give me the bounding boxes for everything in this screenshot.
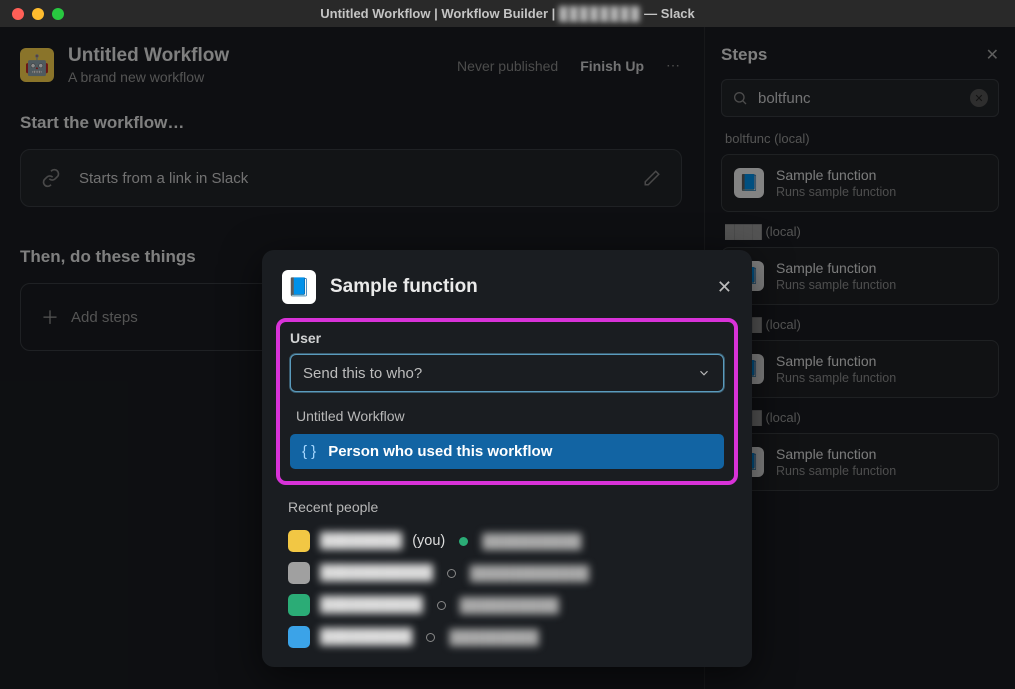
user-field-label: User xyxy=(290,330,724,346)
person-secondary: █████████ xyxy=(449,629,538,645)
user-select-placeholder: Send this to who? xyxy=(303,365,422,382)
person-option[interactable]: ███████████████████████ xyxy=(282,557,732,589)
avatar xyxy=(288,562,310,584)
title-post: — Slack xyxy=(641,6,695,21)
minimize-window-icon[interactable] xyxy=(32,8,44,20)
title-pre: Untitled Workflow | Workflow Builder | xyxy=(320,6,559,21)
person-name: █████████ xyxy=(320,629,412,645)
chevron-down-icon xyxy=(697,366,711,380)
you-suffix: (you) xyxy=(412,533,445,549)
person-name: ██████████ xyxy=(320,597,423,613)
person-option[interactable]: █████████ █████████ xyxy=(282,621,732,653)
person-secondary: ██████████ xyxy=(460,597,559,613)
user-select[interactable]: Send this to who? xyxy=(290,354,724,392)
modal-title: Sample function xyxy=(330,276,703,298)
sample-function-modal: 📘 Sample function ✕ User Send this to wh… xyxy=(262,250,752,667)
avatar xyxy=(288,530,310,552)
person-name: ███████████ xyxy=(320,565,433,581)
person-secondary: ████████████ xyxy=(470,565,589,581)
person-name: ████████ xyxy=(320,533,402,549)
close-window-icon[interactable] xyxy=(12,8,24,20)
close-modal-icon[interactable]: ✕ xyxy=(717,277,732,298)
braces-icon: { } xyxy=(302,443,316,460)
person-option[interactable]: ██████████ ██████████ xyxy=(282,589,732,621)
dropdown-option-label: Person who used this workflow xyxy=(328,443,552,460)
user-field-highlight: User Send this to who? Untitled Workflow… xyxy=(276,318,738,485)
modal-app-icon: 📘 xyxy=(282,270,316,304)
window-controls xyxy=(12,8,64,20)
presence-icon xyxy=(447,569,456,578)
presence-icon xyxy=(437,601,446,610)
recent-people-label: Recent people xyxy=(288,499,732,515)
person-secondary: ██████████ xyxy=(482,533,581,549)
avatar xyxy=(288,626,310,648)
titlebar: Untitled Workflow | Workflow Builder | █… xyxy=(0,0,1015,27)
dropdown-workflow-label: Untitled Workflow xyxy=(290,402,724,430)
presence-icon xyxy=(426,633,435,642)
dropdown-option-person-used[interactable]: { } Person who used this workflow xyxy=(290,434,724,469)
maximize-window-icon[interactable] xyxy=(52,8,64,20)
avatar xyxy=(288,594,310,616)
window-title: Untitled Workflow | Workflow Builder | █… xyxy=(320,6,695,21)
presence-icon xyxy=(459,537,468,546)
person-option[interactable]: ████████ (you) ██████████ xyxy=(282,525,732,557)
title-workspace: ████████ xyxy=(559,6,641,21)
